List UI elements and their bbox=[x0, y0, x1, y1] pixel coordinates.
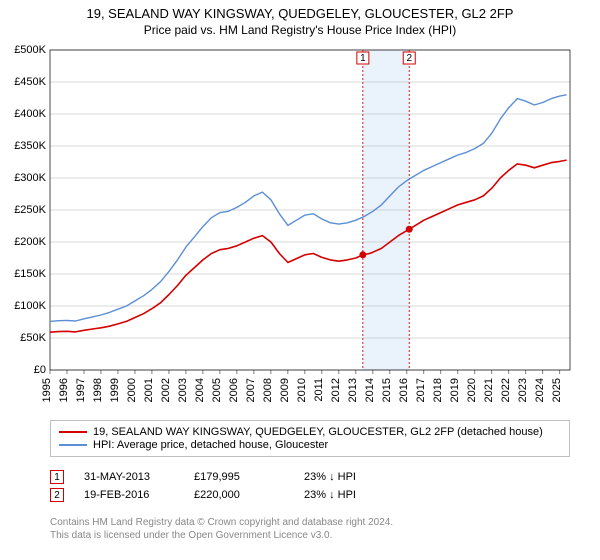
event-price: £220,000 bbox=[194, 489, 304, 501]
svg-text:2020: 2020 bbox=[466, 378, 478, 402]
svg-text:2025: 2025 bbox=[551, 378, 563, 402]
svg-text:2022: 2022 bbox=[500, 378, 512, 402]
chart: £0 £50K £100K £150K £200K £250K £300K £350K £400… bbox=[0, 44, 600, 414]
svg-text:1996: 1996 bbox=[58, 378, 70, 402]
title-line-1: 19, SEALAND WAY KINGSWAY, QUEDGELEY, GLO… bbox=[0, 6, 600, 21]
credit-line-1: Contains HM Land Registry data © Crown c… bbox=[50, 516, 570, 529]
svg-text:£350K: £350K bbox=[14, 140, 46, 152]
legend-row: HPI: Average price, detached house, Glou… bbox=[59, 439, 561, 451]
svg-text:2024: 2024 bbox=[534, 378, 546, 402]
legend-swatch bbox=[59, 431, 87, 433]
svg-text:2007: 2007 bbox=[245, 378, 257, 402]
svg-text:1995: 1995 bbox=[41, 378, 53, 402]
credit: Contains HM Land Registry data © Crown c… bbox=[50, 516, 570, 542]
event-list: 1 31-MAY-2013£179,99523% ↓ HPI 2 19-FEB-201… bbox=[50, 466, 570, 506]
title-line-2: Price paid vs. HM Land Registry's House … bbox=[0, 23, 600, 37]
svg-text:£0: £0 bbox=[34, 364, 46, 376]
legend-label: 19, SEALAND WAY KINGSWAY, QUEDGELEY, GLO… bbox=[93, 426, 543, 438]
svg-text:2004: 2004 bbox=[194, 378, 206, 402]
event-row: 2 19-FEB-2016£220,00023% ↓ HPI bbox=[50, 488, 570, 502]
event-delta: 23% ↓ HPI bbox=[304, 489, 414, 501]
svg-text:£500K: £500K bbox=[14, 44, 46, 56]
svg-text:2012: 2012 bbox=[330, 378, 342, 402]
svg-text:1998: 1998 bbox=[92, 378, 104, 402]
svg-text:2008: 2008 bbox=[262, 378, 274, 402]
svg-text:2021: 2021 bbox=[483, 378, 495, 402]
event-flag-icon: 2 bbox=[50, 488, 64, 502]
event-delta: 23% ↓ HPI bbox=[304, 471, 414, 483]
credit-line-2: This data is licensed under the Open Gov… bbox=[50, 529, 570, 542]
event-flag-icon: 1 bbox=[50, 470, 64, 484]
event-date: 31-MAY-2013 bbox=[84, 471, 194, 483]
svg-text:2003: 2003 bbox=[177, 378, 189, 402]
event-price: £179,995 bbox=[194, 471, 304, 483]
svg-text:2009: 2009 bbox=[279, 378, 291, 402]
svg-text:2001: 2001 bbox=[143, 378, 155, 402]
svg-text:£50K: £50K bbox=[20, 332, 46, 344]
svg-text:£100K: £100K bbox=[14, 300, 46, 312]
svg-text:£150K: £150K bbox=[14, 268, 46, 280]
svg-text:2013: 2013 bbox=[347, 378, 359, 402]
svg-text:2016: 2016 bbox=[398, 378, 410, 402]
chart-titles: 19, SEALAND WAY KINGSWAY, QUEDGELEY, GLO… bbox=[0, 0, 600, 37]
svg-text:2014: 2014 bbox=[364, 378, 376, 402]
svg-text:£400K: £400K bbox=[14, 108, 46, 120]
svg-text:1: 1 bbox=[360, 53, 366, 64]
svg-text:£200K: £200K bbox=[14, 236, 46, 248]
svg-text:2010: 2010 bbox=[296, 378, 308, 402]
svg-text:2: 2 bbox=[406, 53, 412, 64]
svg-text:2018: 2018 bbox=[432, 378, 444, 402]
svg-text:2005: 2005 bbox=[211, 378, 223, 402]
svg-text:2017: 2017 bbox=[415, 378, 427, 402]
svg-text:1999: 1999 bbox=[109, 378, 121, 402]
svg-text:2000: 2000 bbox=[126, 378, 138, 402]
svg-text:2019: 2019 bbox=[449, 378, 461, 402]
svg-text:£250K: £250K bbox=[14, 204, 46, 216]
svg-text:2023: 2023 bbox=[517, 378, 529, 402]
svg-text:2011: 2011 bbox=[313, 378, 325, 402]
event-date: 19-FEB-2016 bbox=[84, 489, 194, 501]
svg-text:2006: 2006 bbox=[228, 378, 240, 402]
legend-label: HPI: Average price, detached house, Glou… bbox=[93, 439, 328, 451]
svg-text:£300K: £300K bbox=[14, 172, 46, 184]
legend: 19, SEALAND WAY KINGSWAY, QUEDGELEY, GLO… bbox=[50, 420, 570, 457]
legend-row: 19, SEALAND WAY KINGSWAY, QUEDGELEY, GLO… bbox=[59, 426, 561, 438]
event-row: 1 31-MAY-2013£179,99523% ↓ HPI bbox=[50, 470, 570, 484]
legend-swatch bbox=[59, 444, 87, 446]
svg-text:1997: 1997 bbox=[75, 378, 87, 402]
svg-text:2015: 2015 bbox=[381, 378, 393, 402]
svg-text:£450K: £450K bbox=[14, 76, 46, 88]
svg-text:2002: 2002 bbox=[160, 378, 172, 402]
